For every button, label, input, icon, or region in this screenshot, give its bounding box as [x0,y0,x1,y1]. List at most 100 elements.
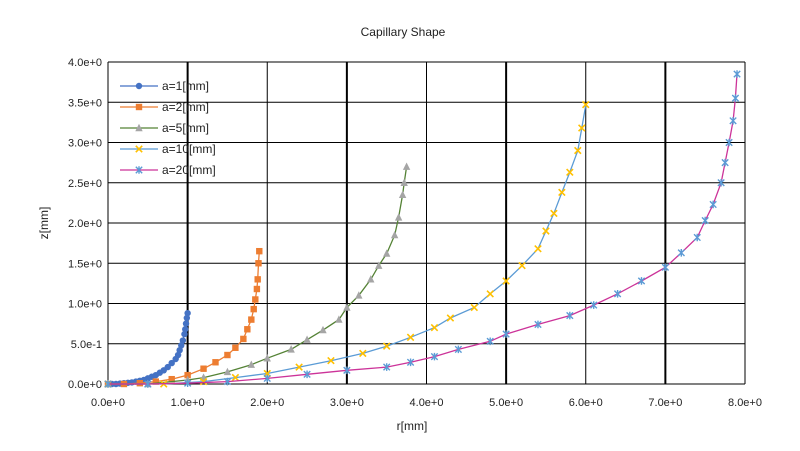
legend-entry: a=5[mm] [120,121,209,135]
data-point [253,285,261,293]
data-point [430,352,439,361]
data-point [335,315,343,323]
data-point [254,276,261,283]
data-point [359,349,367,358]
data-point [303,370,311,379]
legend-label: a=1[mm] [162,79,209,93]
x-tick-label: 1.0e+0 [171,397,205,409]
legend-entry: a=2[mm] [120,100,209,114]
data-point [613,290,622,298]
data-point [182,320,190,327]
data-point [578,124,586,132]
data-point [212,359,219,366]
data-point [181,330,188,338]
series-line [108,104,587,385]
data-point [486,290,494,298]
data-point [637,277,646,285]
data-point [183,314,191,322]
data-point [581,100,590,109]
data-point [558,188,566,197]
data-point [303,335,311,343]
data-point [454,345,463,354]
data-point [733,70,741,78]
legend-marker [135,145,143,153]
data-point [406,333,415,342]
data-point [446,314,455,322]
legend-marker [135,103,143,111]
data-point [247,360,256,368]
data-point [343,303,351,311]
data-point [244,326,251,333]
data-point [199,377,208,386]
data-point [574,146,582,155]
data-point [104,380,112,388]
data-point [250,305,257,313]
x-tick-label: 0.0e+0 [91,397,125,409]
y-tick-label: 3.5e+0 [68,97,102,109]
x-tick-label: 5.0e+0 [489,397,523,409]
x-tick-label: 4.0e+0 [410,397,444,409]
data-point [725,138,733,147]
x-axis-title: r[mm] [397,419,428,433]
y-tick-label: 1.5e+0 [68,258,102,270]
x-tick-label: 8.0e+0 [728,397,762,409]
legend-label: a=20[mm] [162,163,216,177]
data-point [709,200,717,209]
tick-labels: 0.0e+0 1.0e+0 2.0e+0 3.0e+0 4.0e+0 5.0e+0 6.0e… [68,57,762,409]
series-group [104,247,263,388]
data-point [590,301,598,309]
data-point [367,275,375,283]
series-layer [104,70,741,388]
data-point [402,162,411,170]
series-line [108,251,260,385]
data-point [231,373,240,382]
y-tick-label: 1.0e+0 [68,299,102,311]
data-point [566,168,574,177]
y-tick-label: 0.0e+0 [68,379,102,391]
legend-marker [135,82,143,90]
x-tick-label: 6.0e+0 [569,397,603,409]
data-point [287,345,295,353]
data-point [343,366,351,375]
data-point [168,359,175,367]
series-line [108,313,189,385]
data-point [693,233,701,242]
data-point [534,320,542,329]
data-point [355,291,363,299]
y-tick-label: 2.5e+0 [68,178,102,190]
data-point [729,116,737,125]
data-point [223,367,232,376]
data-point [327,356,335,365]
data-point [179,337,187,344]
legend-label: a=5[mm] [162,121,209,135]
y-axis-title: z[mm] [37,207,51,240]
x-tick-label: 2.0e+0 [250,397,284,409]
data-point [661,263,670,272]
series-group [104,70,741,388]
data-point [518,261,526,270]
data-point [200,365,207,372]
x-tick-label: 7.0e+0 [648,397,682,409]
data-point [382,363,391,371]
data-point [717,178,725,187]
data-point [176,346,183,354]
legend-entry: a=10[mm] [120,142,216,156]
data-point [470,303,479,312]
grid [107,61,746,385]
data-point [248,316,255,323]
data-point [256,247,263,255]
data-point [152,378,159,385]
data-point [566,311,574,320]
data-point [240,335,247,343]
legend-label: a=10[mm] [162,142,216,156]
legend-marker [135,166,143,174]
legend-marker [135,123,143,132]
data-point [400,178,408,186]
data-point [224,351,231,359]
data-point [677,248,685,257]
data-point [184,309,191,317]
legend-entry: a=20[mm] [120,163,216,177]
series-group [104,309,191,388]
